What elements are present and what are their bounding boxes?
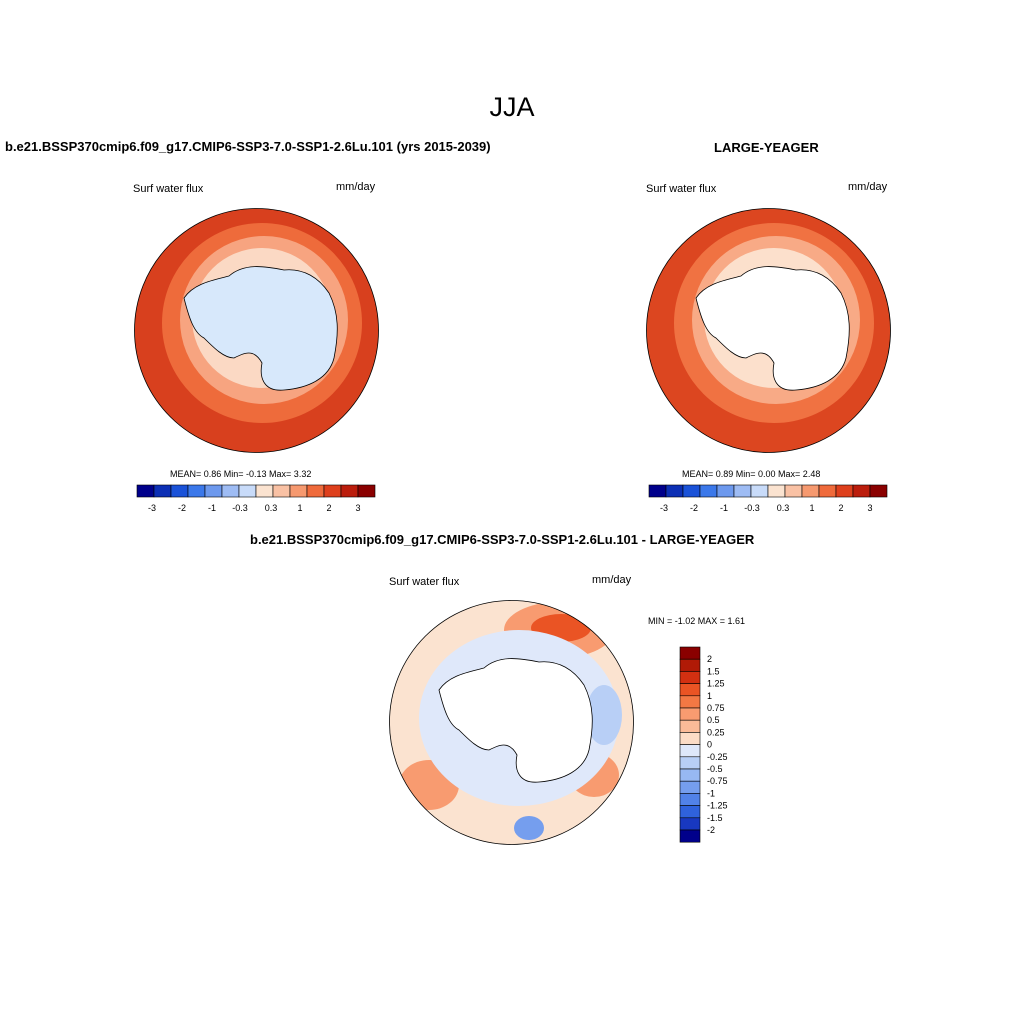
colorbar-tick-label: 0 xyxy=(707,740,712,750)
colorbar-tick-label: -0.75 xyxy=(707,776,728,786)
panel1-variable: Surf water flux xyxy=(133,183,204,195)
difference-colorbar: 2 1.5 1.25 1 0.75 0.5 0.25 0 -0.25 -0.5 -0.75 -1 -1.… xyxy=(679,646,728,843)
colorbar-cell xyxy=(682,484,701,498)
panel1-title: b.e21.BSSP370cmip6.f09_g17.CMIP6-SSP3-7.… xyxy=(5,139,491,154)
colorbar-cell xyxy=(835,484,854,498)
colorbar-tick-label: -2 xyxy=(707,825,715,835)
colorbar-cell xyxy=(801,484,820,498)
colorbar-tick-label: -3 xyxy=(660,503,668,513)
colorbar-tick-label: 0.75 xyxy=(707,703,725,713)
colorbar-cell xyxy=(665,484,684,498)
colorbar-cell xyxy=(679,793,701,806)
colorbar-tick-label: 1 xyxy=(809,503,814,513)
colorbar-tick-label: -1 xyxy=(720,503,728,513)
colorbar-cell xyxy=(289,484,308,498)
panel2-title: LARGE-YEAGER xyxy=(714,140,819,155)
colorbar-tick-label: -1 xyxy=(208,503,216,513)
colorbar-cell xyxy=(204,484,223,498)
difference-units: mm/day xyxy=(592,574,632,586)
colorbar-cell xyxy=(818,484,837,498)
colorbar-tick-label: -0.25 xyxy=(707,752,728,762)
colorbar-cell xyxy=(750,484,769,498)
colorbar-tick-label: -0.3 xyxy=(232,503,248,513)
colorbar-cell xyxy=(648,484,667,498)
page-title: JJA xyxy=(489,92,535,122)
panel1-colorbar: -3 -2 -1 -0.3 0.3 1 2 3 xyxy=(136,484,376,513)
colorbar-cell xyxy=(679,695,701,709)
colorbar-tick-label: 0.3 xyxy=(777,503,790,513)
colorbar-cell xyxy=(306,484,325,498)
colorbar-tick-label: 1.5 xyxy=(707,666,720,676)
colorbar-cell xyxy=(221,484,240,498)
colorbar-cell xyxy=(767,484,786,498)
colorbar-cell xyxy=(679,768,701,782)
colorbar-cell xyxy=(679,707,701,721)
colorbar-cell xyxy=(272,484,291,498)
colorbar-tick-label: -0.5 xyxy=(707,764,723,774)
colorbar-cell xyxy=(679,829,701,843)
panel1-units: mm/day xyxy=(336,181,376,193)
colorbar-cell xyxy=(784,484,803,498)
panel2-variable: Surf water flux xyxy=(646,183,717,195)
colorbar-tick-label: 0.3 xyxy=(265,503,278,513)
difference-minmax: MIN = -1.02 MAX = 1.61 xyxy=(648,616,746,626)
colorbar-cell xyxy=(170,484,189,498)
difference-title: b.e21.BSSP370cmip6.f09_g17.CMIP6-SSP3-7.… xyxy=(250,532,755,547)
colorbar-cell xyxy=(679,683,701,697)
colorbar-cell xyxy=(679,744,701,758)
colorbar-tick-label: 0.25 xyxy=(707,727,725,737)
colorbar-cell xyxy=(357,484,376,498)
colorbar-tick-label: 2 xyxy=(707,654,712,664)
colorbar-tick-label: -0.3 xyxy=(744,503,760,513)
colorbar-cell xyxy=(679,805,701,819)
panel2-units: mm/day xyxy=(848,181,888,193)
colorbar-cell xyxy=(679,671,701,684)
panel2-colorbar: -3 -2 -1 -0.3 0.3 1 2 3 xyxy=(648,484,888,513)
colorbar-tick-label: -1 xyxy=(707,788,715,798)
colorbar-tick-label: 1 xyxy=(297,503,302,513)
colorbar-cell xyxy=(679,817,701,831)
panel1-stats: MEAN= 0.86 Min= -0.13 Max= 3.32 xyxy=(170,469,312,479)
colorbar-cell xyxy=(679,658,701,672)
colorbar-tick-label: 2 xyxy=(838,503,843,513)
colorbar-cell xyxy=(869,484,888,498)
colorbar-cell xyxy=(679,646,701,660)
colorbar-cell xyxy=(255,484,274,498)
colorbar-tick-label: -3 xyxy=(148,503,156,513)
colorbar-tick-label: 3 xyxy=(867,503,872,513)
colorbar-cell xyxy=(733,484,752,498)
colorbar-tick-label: -2 xyxy=(690,503,698,513)
colorbar-tick-label: -1.5 xyxy=(707,813,723,823)
colorbar-tick-label: 2 xyxy=(326,503,331,513)
colorbar-tick-label: -1.25 xyxy=(707,801,728,811)
colorbar-tick-label: 1.25 xyxy=(707,679,725,689)
panel2-map xyxy=(646,208,891,453)
colorbar-cell xyxy=(153,484,172,498)
colorbar-cell xyxy=(340,484,359,498)
colorbar-tick-label: 0.5 xyxy=(707,715,720,725)
colorbar-cell xyxy=(136,484,155,498)
colorbar-tick-label: -2 xyxy=(178,503,186,513)
difference-map xyxy=(389,600,634,845)
colorbar-tick-label: 1 xyxy=(707,691,712,701)
colorbar-cell xyxy=(323,484,342,498)
colorbar-cell xyxy=(187,484,206,498)
colorbar-tick-label: 3 xyxy=(355,503,360,513)
panel1-map xyxy=(134,208,379,453)
colorbar-cell xyxy=(699,484,718,498)
colorbar-cell xyxy=(238,484,257,498)
colorbar-cell xyxy=(716,484,735,498)
colorbar-cell xyxy=(679,719,701,733)
colorbar-cell xyxy=(679,780,701,794)
difference-variable: Surf water flux xyxy=(389,576,460,588)
colorbar-cell xyxy=(679,732,701,745)
colorbar-cell xyxy=(852,484,871,498)
colorbar-cell xyxy=(679,756,701,770)
panel2-stats: MEAN= 0.89 Min= 0.00 Max= 2.48 xyxy=(682,469,821,479)
